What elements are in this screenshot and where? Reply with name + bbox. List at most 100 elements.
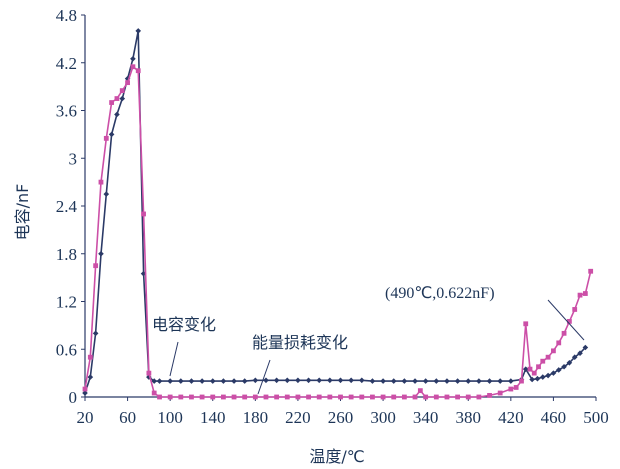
data-point [444,394,450,400]
data-point [401,378,408,384]
data-point [497,378,503,384]
data-point [545,354,551,360]
data-point [487,393,492,398]
data-point [220,378,227,384]
data-point [274,394,280,400]
data-point [109,100,115,105]
energy-loss-leader-line [257,359,271,395]
y-tick-label: 2.4 [56,197,78,216]
data-point [359,394,365,400]
data-point [486,378,493,384]
data-point [508,386,514,392]
x-tick-label: 100 [157,408,183,427]
data-point [263,377,269,384]
data-point [523,321,529,327]
data-point [556,340,562,346]
data-point [295,377,301,384]
x-tick-labels: 20 60 100 140 180 220 260 300 340 380 420 460 500 [77,397,609,427]
data-point [140,270,147,277]
data-point [284,394,290,400]
data-point [391,394,397,400]
data-point [577,292,583,298]
data-point [465,378,472,384]
y-tick-label: 4.2 [56,54,77,73]
data-point [370,394,375,400]
data-point [241,378,248,384]
data-point [135,28,142,34]
data-point [529,376,535,383]
data-point [146,370,152,376]
data-point [582,344,589,351]
data-point [199,378,205,384]
data-point [87,354,93,360]
data-point [209,378,216,384]
data-point [519,378,524,384]
data-point [114,111,120,118]
data-point [130,64,136,70]
data-point [114,96,120,101]
data-point [199,394,205,400]
data-point [551,348,556,354]
data-point [588,268,594,274]
data-point [252,394,258,400]
data-point [348,394,354,400]
data-point [561,363,567,370]
data-point [566,359,573,366]
data-point [539,374,546,380]
x-tick-label: 220 [285,408,311,427]
point-annotation-part1: (490 [385,285,414,302]
data-point [167,378,173,384]
point-annotation-part2: ℃ [414,283,432,302]
data-point [513,385,519,390]
x-tick-label: 460 [541,408,567,427]
data-point [135,68,141,74]
x-tick-label: 500 [583,408,609,427]
y-tick-labels: 0 0.6 1.2 1.8 2.4 3 3.6 4.2 4.8 [56,6,85,407]
data-point [151,390,157,396]
data-point [534,375,541,382]
data-point [390,378,397,384]
data-point [423,394,429,400]
x-tick-label: 420 [498,408,524,427]
data-point [577,350,583,357]
data-point [130,55,136,62]
data-point [582,291,588,296]
data-point [151,378,157,384]
x-tick-label: 180 [243,408,269,427]
x-tick-label: 60 [119,408,136,427]
data-point [497,390,503,396]
data-point [401,394,407,400]
data-point [540,358,546,364]
data-point [210,394,216,400]
data-point [87,374,94,380]
data-point [444,378,450,384]
data-point [156,378,163,384]
data-point [103,135,109,141]
data-point [527,366,533,372]
energy-loss-series [82,64,594,400]
data-point [119,88,125,94]
y-tick-label: 4.8 [56,6,77,25]
data-point [231,378,237,384]
data-point [252,377,259,384]
data-point [380,378,386,384]
data-point [242,394,248,400]
data-point [433,394,439,400]
data-point [316,394,322,400]
data-point [476,378,482,384]
data-point [338,394,343,400]
data-point [531,370,537,376]
x-tick-label: 20 [77,408,94,427]
data-point [92,330,99,337]
data-point [476,394,482,400]
data-point [167,394,173,400]
y-tick-label: 0 [69,388,78,407]
data-point [231,394,237,400]
data-point [98,179,104,185]
data-point [417,388,423,394]
data-point [295,394,301,400]
data-point [571,354,578,361]
data-point [508,378,514,384]
data-point [348,377,354,384]
